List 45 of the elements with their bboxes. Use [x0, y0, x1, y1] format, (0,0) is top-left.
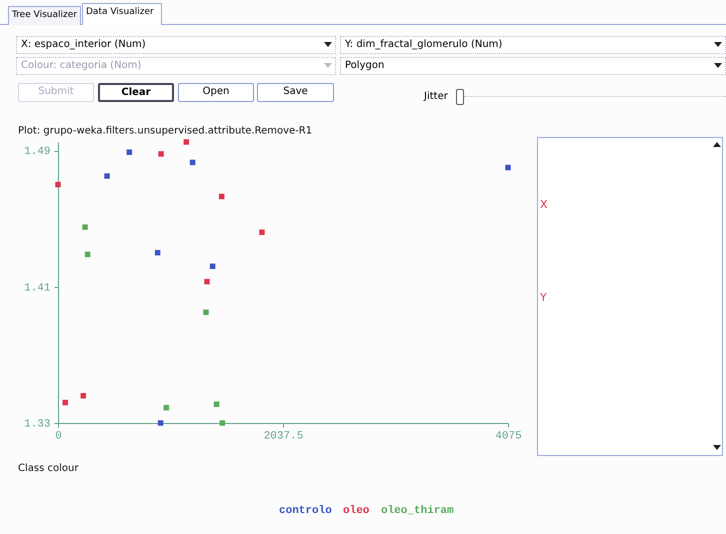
point — [62, 400, 68, 406]
point — [210, 264, 216, 270]
point — [204, 278, 210, 284]
text: Open — [178, 83, 254, 102]
chart-title: Plot: grupo-weka.filters.unsupervised.attribute.Remove-R1 — [18, 125, 312, 136]
point — [184, 139, 190, 145]
text: X: espaco_interior (Num) — [16, 36, 336, 54]
point — [158, 420, 164, 426]
point — [190, 160, 196, 166]
legend-title: Class colour — [18, 463, 78, 474]
text: Y — [540, 291, 547, 304]
text: X — [540, 198, 548, 211]
text: Jitter — [424, 91, 448, 102]
y-tick-label: 1.49 — [24, 146, 50, 158]
text: Submit — [18, 83, 94, 102]
x-tick-label: 4075 — [495, 430, 522, 442]
text: Save — [257, 83, 334, 102]
point — [214, 402, 220, 408]
point — [220, 420, 226, 426]
point — [126, 149, 132, 155]
text: Clear — [98, 83, 174, 102]
point — [218, 194, 224, 200]
point — [203, 310, 209, 316]
text: controlo — [279, 504, 332, 517]
text: Y: dim_fractal_glomerulo (Num) — [340, 36, 726, 54]
x-tick-label: 0 — [55, 430, 62, 442]
point — [82, 224, 88, 230]
point — [104, 173, 110, 179]
text: oleo_thiram — [381, 504, 454, 517]
point — [158, 151, 164, 157]
text: Polygon — [340, 57, 726, 75]
text: Data Visualizer — [82, 3, 162, 25]
point — [505, 164, 511, 170]
text: Tree Visualizer — [8, 6, 81, 25]
point — [154, 250, 160, 256]
y-tick-label: 1.41 — [24, 282, 51, 294]
point — [80, 393, 86, 398]
y-tick-label: 1.33 — [24, 418, 50, 430]
x-tick-label: 2037.5 — [264, 430, 304, 442]
point — [164, 404, 170, 410]
point — [259, 230, 265, 235]
text: Colour: categoria (Nom) — [16, 57, 336, 75]
point — [55, 182, 61, 188]
text: oleo — [343, 504, 370, 517]
point — [84, 252, 90, 258]
